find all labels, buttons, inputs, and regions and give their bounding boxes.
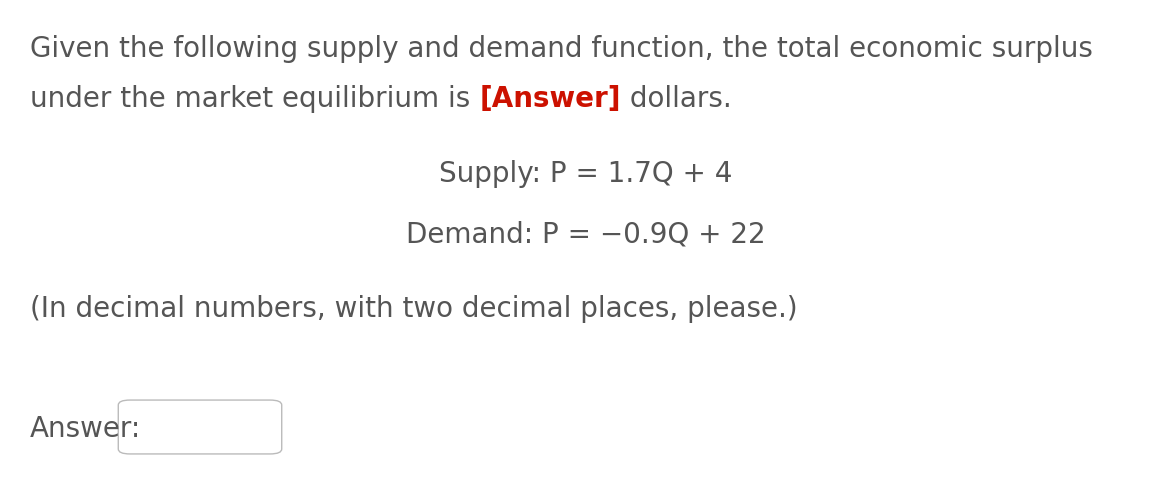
Text: (In decimal numbers, with two decimal places, please.): (In decimal numbers, with two decimal pl… [30, 295, 798, 323]
Text: Given the following supply and demand function, the total economic surplus: Given the following supply and demand fu… [30, 35, 1092, 63]
Text: [Answer]: [Answer] [479, 85, 621, 113]
Text: Supply: P = 1.7Q + 4: Supply: P = 1.7Q + 4 [440, 160, 732, 188]
Text: Demand: P = −0.9Q + 22: Demand: P = −0.9Q + 22 [407, 220, 765, 248]
Text: under the market equilibrium is: under the market equilibrium is [30, 85, 479, 113]
Text: Answer:: Answer: [30, 415, 142, 443]
Text: dollars.: dollars. [621, 85, 731, 113]
